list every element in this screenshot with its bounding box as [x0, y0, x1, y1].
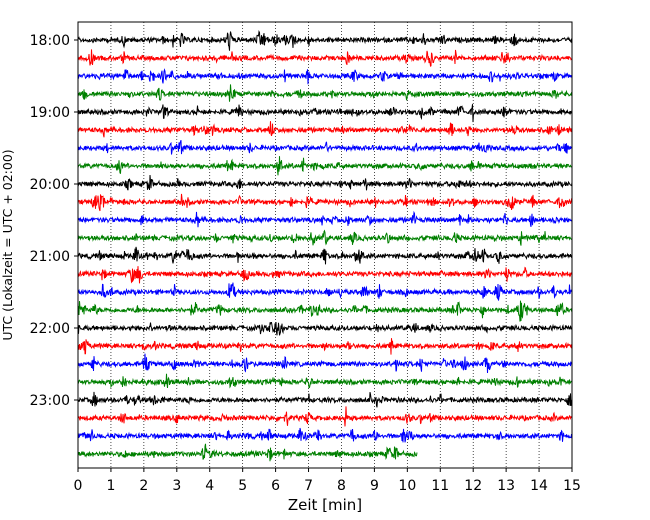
plot-frame — [77, 21, 573, 469]
seismic-trace — [77, 49, 573, 67]
seismic-trace — [77, 84, 573, 102]
seismic-trace — [77, 427, 573, 443]
x-tick-label: 7 — [304, 478, 313, 494]
x-tick-label: 6 — [271, 478, 280, 494]
x-tick-label: 10 — [398, 478, 416, 494]
x-tick-label: 11 — [431, 478, 449, 494]
seismic-trace — [77, 140, 573, 155]
seismic-trace — [77, 210, 573, 228]
seismic-trace — [77, 443, 418, 462]
seismic-trace — [77, 338, 573, 355]
y-tick-label: 19:00 — [30, 105, 70, 121]
seismic-trace — [77, 30, 573, 51]
y-tick-label: 18:00 — [30, 33, 70, 49]
seismic-trace — [77, 156, 573, 176]
grid-lines — [110, 22, 540, 468]
seismic-trace — [77, 391, 573, 408]
seismic-trace — [77, 104, 573, 123]
x-tick-label: 1 — [106, 478, 115, 494]
y-tick-label: 20:00 — [30, 177, 70, 193]
x-tick-label: 5 — [238, 478, 247, 494]
x-tick-label: 13 — [497, 478, 515, 494]
seismic-traces — [77, 30, 573, 462]
seismic-trace — [77, 121, 573, 138]
seismic-trace — [77, 282, 573, 301]
x-tick-label: 0 — [74, 478, 83, 494]
x-tick-label: 3 — [172, 478, 181, 494]
seismic-trace — [77, 246, 573, 265]
seismic-trace — [77, 321, 573, 336]
x-tick-label: 8 — [337, 478, 346, 494]
x-tick-label: 2 — [139, 478, 148, 494]
x-axis-ticks: 0 1 2 3 4 5 6 7 8 9 10 11 12 13 14 15 — [74, 468, 581, 494]
seismic-trace — [77, 373, 573, 389]
y-tick-label: 21:00 — [30, 249, 70, 265]
y-tick-label: 22:00 — [30, 321, 70, 337]
x-tick-label: 9 — [370, 478, 379, 494]
y-axis-label: UTC (Lokalzeit = UTC + 02:00) — [0, 149, 15, 340]
x-tick-label: 14 — [530, 478, 548, 494]
seismic-trace — [77, 406, 573, 427]
x-tick-label: 4 — [205, 478, 214, 494]
x-tick-label: 12 — [464, 478, 482, 494]
x-tick-label: 15 — [563, 478, 581, 494]
y-tick-label: 23:00 — [30, 393, 70, 409]
y-axis-ticks: 18:00 19:00 20:00 21:00 22:00 23:00 — [30, 33, 78, 409]
seismic-trace — [77, 266, 573, 284]
seismic-trace — [77, 300, 573, 322]
x-axis-label: Zeit [min] — [288, 496, 362, 514]
seismic-trace — [77, 68, 573, 85]
seismic-trace — [77, 174, 573, 191]
seismic-trace — [77, 193, 573, 212]
seismic-trace — [77, 229, 573, 246]
seismic-trace — [77, 353, 573, 374]
